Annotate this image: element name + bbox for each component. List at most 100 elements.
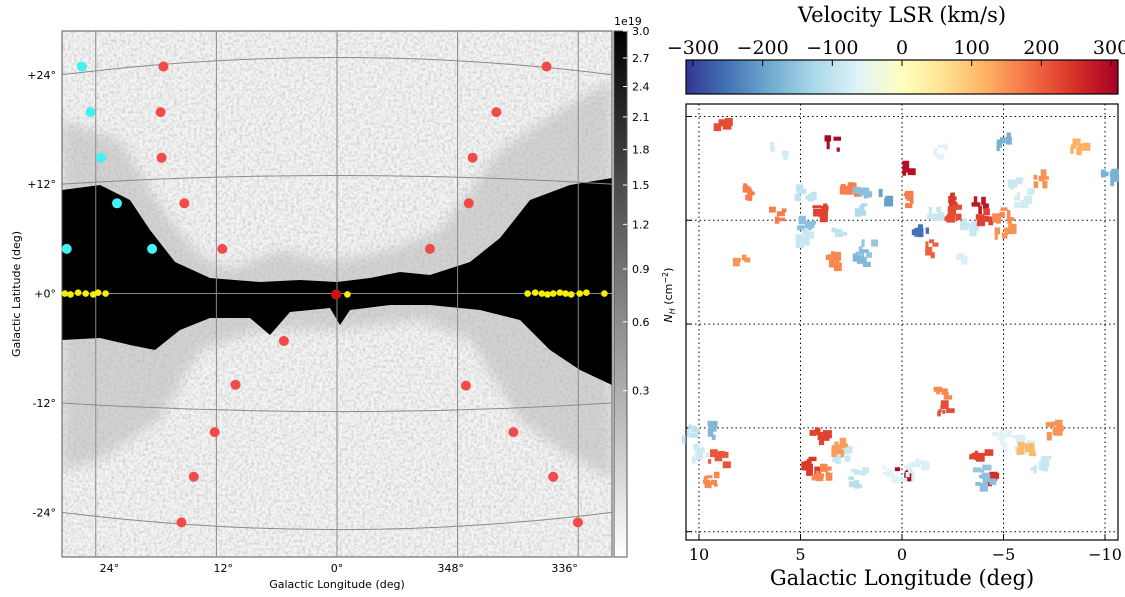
colorbar-tick-label: 0: [896, 37, 908, 59]
marker: [176, 517, 187, 528]
grid-line: [62, 56, 612, 76]
x-tick-label: −5: [992, 545, 1016, 564]
cloud: [812, 203, 829, 223]
cloud: [960, 218, 979, 237]
cloud: [1016, 441, 1036, 457]
colorbar-tick-label: 0.9: [632, 263, 650, 276]
marker: [85, 107, 96, 118]
marker: [467, 152, 478, 163]
colorbar-tick-label: 2.1: [632, 111, 650, 124]
marker: [147, 243, 158, 254]
cloud: [1030, 455, 1052, 474]
cloud: [908, 457, 930, 471]
cloud: [831, 437, 848, 458]
cloud: [878, 188, 894, 207]
label-part: (cm: [662, 284, 675, 309]
cloud: [769, 206, 787, 224]
marker: [601, 290, 608, 297]
cloud: [902, 160, 916, 176]
cloud: [824, 135, 841, 152]
colorbar-tick-label: 2.4: [632, 81, 650, 94]
marker: [209, 427, 220, 438]
colorbar-tick-label: 1.5: [632, 179, 650, 192]
marker: [556, 289, 564, 296]
colorbar-tick-label: −200: [737, 37, 789, 59]
marker: [463, 198, 474, 209]
marker: [67, 291, 74, 298]
colorbar-title: Velocity LSR (km/s): [797, 3, 1006, 27]
marker: [112, 198, 122, 209]
cloud: [882, 465, 900, 484]
marker: [94, 289, 102, 296]
colorbar-label: NH (cm−2): [661, 268, 677, 323]
x-tick-label: 348°: [438, 562, 465, 575]
cloud: [811, 463, 833, 482]
x-tick-label: 5: [795, 545, 805, 564]
label-part: N: [662, 314, 675, 322]
x-tick-label: 0°: [331, 562, 344, 575]
marker: [61, 243, 72, 254]
colorbar-tick-label: −300: [667, 37, 719, 59]
marker: [230, 379, 241, 390]
label-part: −2: [661, 272, 670, 284]
marker: [82, 290, 90, 297]
marker: [156, 152, 167, 163]
marker: [572, 517, 583, 528]
cloud: [732, 254, 751, 267]
plot-frame: [685, 103, 1119, 541]
cloud: [911, 224, 929, 238]
cloud: [854, 203, 868, 217]
cloud: [681, 424, 700, 444]
colorbar-tick-label: 0.3: [632, 385, 650, 398]
marker: [541, 61, 552, 72]
marker: [74, 289, 82, 296]
marker: [460, 380, 471, 391]
marker: [491, 107, 502, 118]
cloud: [969, 449, 994, 462]
cloud: [707, 420, 718, 440]
y-tick-label: +24°: [27, 69, 56, 82]
label-part: ): [662, 268, 675, 272]
cloud: [708, 449, 731, 469]
label-part: H: [668, 308, 677, 314]
cloud: [809, 427, 832, 446]
marker: [61, 290, 69, 297]
marker: [344, 291, 351, 298]
colorbar-tick-label: 300: [1093, 37, 1125, 59]
cloud: [992, 207, 1015, 224]
cloud: [713, 118, 733, 132]
cloud: [975, 474, 997, 492]
colorbar-tick-label: 1.8: [632, 144, 650, 157]
marker: [179, 198, 190, 209]
x-tick-label: 12°: [213, 562, 233, 575]
cloud: [852, 186, 873, 199]
colorbar-tick-label: 100: [954, 37, 990, 59]
colorbar-offset: 1e19: [614, 15, 642, 28]
cloud: [797, 215, 816, 231]
cloud: [975, 208, 994, 227]
marker: [567, 291, 575, 298]
marker: [538, 290, 546, 297]
cloud: [848, 476, 863, 489]
marker: [524, 290, 531, 297]
cloud: [994, 223, 1017, 240]
cloud: [1100, 168, 1120, 187]
grid-line: [62, 511, 612, 531]
colorbar-tick-label: 1.2: [632, 218, 650, 231]
grid-line: [62, 402, 612, 413]
marker: [217, 243, 228, 254]
cloud: [937, 400, 955, 417]
marker: [508, 427, 519, 438]
cloud: [831, 227, 848, 237]
cloud: [742, 183, 755, 201]
cloud: [1008, 177, 1024, 190]
x-tick-label: 336°: [551, 562, 578, 575]
marker: [549, 290, 557, 297]
cloud: [692, 443, 710, 464]
cloud: [702, 471, 720, 489]
marker: [424, 243, 435, 254]
y-tick-label: -12°: [33, 397, 56, 410]
marker: [102, 290, 109, 297]
y-tick-label: +12°: [27, 178, 56, 191]
